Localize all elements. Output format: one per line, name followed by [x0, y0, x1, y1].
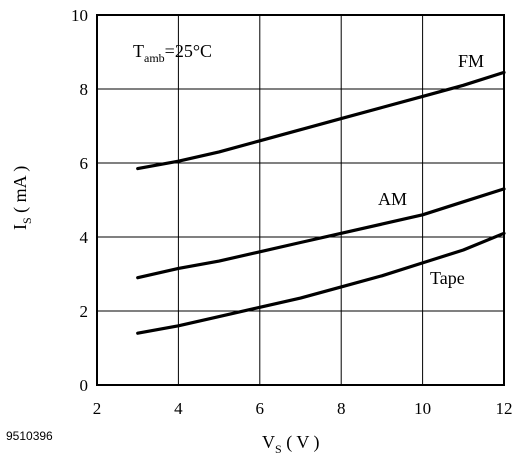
- x-tick-label: 2: [93, 399, 102, 418]
- y-tick-label: 4: [80, 228, 89, 247]
- y-tick-label: 0: [80, 376, 89, 395]
- series-line-fm: [136, 70, 506, 171]
- x-tick-label: 8: [337, 399, 346, 418]
- x-tick-label: 12: [496, 399, 513, 418]
- series-label-fm: FM: [458, 51, 484, 71]
- x-tick-label: 10: [414, 399, 431, 418]
- y-tick-label: 10: [71, 6, 88, 25]
- y-tick-label: 6: [80, 154, 89, 173]
- series-lines: [136, 70, 506, 335]
- x-tick-label: 6: [256, 399, 265, 418]
- series-line-am: [136, 187, 506, 280]
- figure-code: 9510396: [6, 429, 53, 443]
- plot-frame: [96, 14, 505, 386]
- x-tick-label: 4: [174, 399, 183, 418]
- temperature-annotation: Tamb=25°C: [133, 41, 212, 65]
- series-line-tape: [136, 231, 506, 335]
- y-tick-label: 2: [80, 302, 89, 321]
- series-label-am: AM: [378, 189, 407, 209]
- y-tick-label: 8: [80, 80, 89, 99]
- y-axis-label: IS ( mA ): [10, 166, 34, 230]
- x-axis-label: VS ( V ): [262, 432, 320, 456]
- series-label-tape: Tape: [430, 268, 465, 288]
